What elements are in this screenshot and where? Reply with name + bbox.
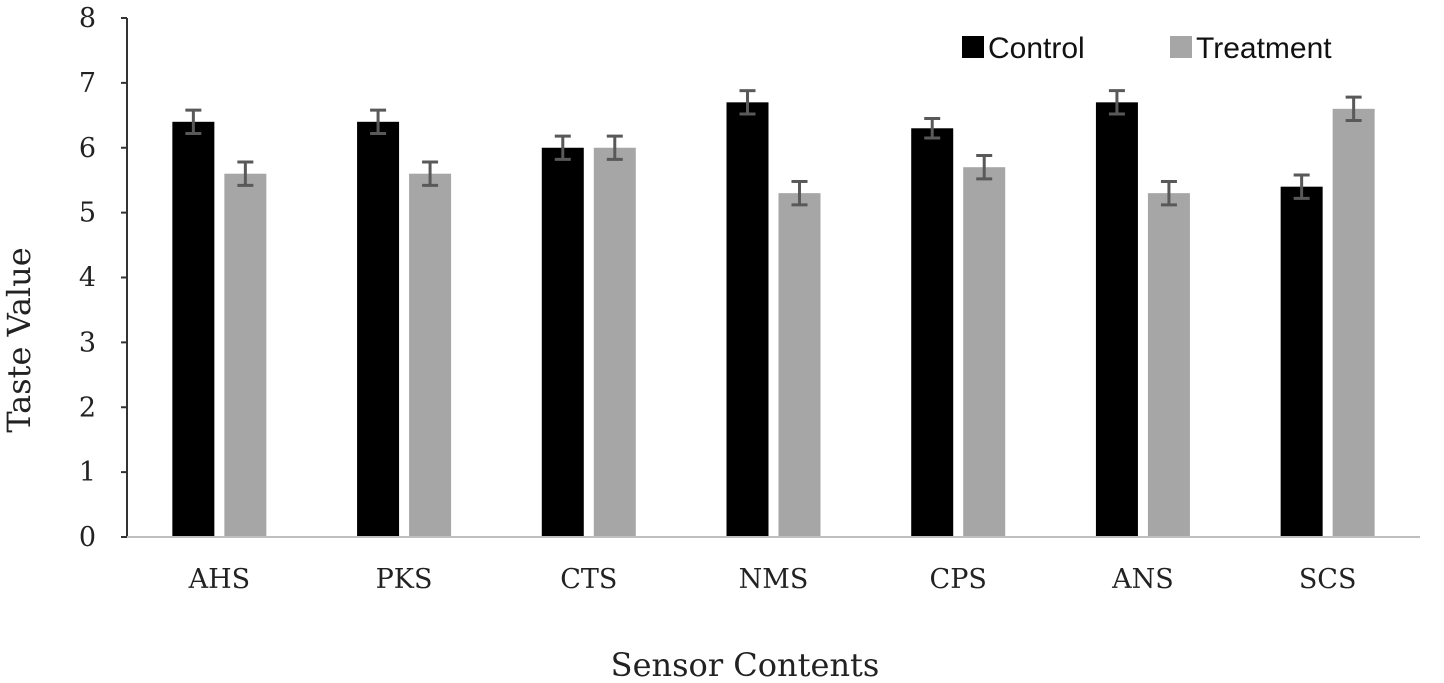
error-bar (237, 160, 254, 187)
x-tick-label: AHS (188, 564, 251, 595)
bar-control-ahs (172, 121, 215, 538)
y-tick-label: 7 (79, 68, 96, 99)
y-tick-label: 5 (79, 198, 96, 229)
error-bar (791, 179, 808, 207)
y-tick-label: 3 (79, 327, 96, 358)
error-bar (185, 108, 202, 135)
x-tick-label: NMS (739, 564, 809, 595)
error-bars-group (185, 89, 1362, 207)
bar-control-scs (1280, 186, 1323, 538)
bar-control-ans (1095, 102, 1138, 538)
y-tick-label: 2 (79, 392, 96, 423)
bar-treatment-cts (593, 147, 636, 537)
bar-control-cts (541, 147, 584, 537)
y-tick-label: 6 (79, 133, 96, 164)
bar-control-pks (357, 121, 400, 538)
error-bar (1345, 95, 1362, 123)
error-bar (1108, 89, 1125, 116)
bar-treatment-cps (963, 167, 1006, 537)
bar-control-nms (726, 102, 769, 538)
bar-treatment-ans (1147, 193, 1190, 537)
error-bar (739, 89, 756, 116)
bar-treatment-nms (778, 193, 821, 537)
y-tick-label: 1 (79, 457, 96, 488)
bars-group (172, 102, 1375, 538)
error-bar (976, 154, 993, 181)
bar-treatment-ahs (224, 173, 267, 537)
bar-control-cps (911, 128, 954, 537)
error-bar (554, 134, 571, 161)
legend: Control Treatment (962, 32, 1332, 65)
y-tick-label: 4 (79, 263, 96, 294)
y-axis-title: Taste Value (0, 247, 38, 432)
x-tick-label: ANS (1111, 564, 1174, 595)
axes-group (126, 18, 1420, 538)
error-bar (606, 134, 623, 161)
x-tick-label: SCS (1299, 564, 1357, 595)
x-axis-title: Sensor Contents (611, 646, 880, 683)
x-ticks-group: AHS PKS CTS NMS CPS ANS SCS (188, 564, 1357, 595)
legend-swatch-treatment (1170, 36, 1192, 58)
error-bar (924, 117, 941, 140)
error-bar (1160, 179, 1177, 207)
error-bar (422, 160, 439, 187)
y-tick-label: 8 (79, 3, 96, 34)
legend-label-treatment: Treatment (1196, 32, 1332, 65)
x-tick-label: CPS (930, 564, 987, 595)
legend-swatch-control (962, 36, 984, 58)
y-ticks-group: 0 1 2 3 4 5 6 7 8 (79, 3, 127, 553)
bar-treatment-scs (1332, 108, 1375, 537)
legend-label-control: Control (988, 32, 1085, 65)
error-bar (370, 108, 387, 135)
x-tick-label: PKS (376, 564, 433, 595)
x-tick-label: CTS (560, 564, 617, 595)
bar-treatment-pks (409, 173, 452, 537)
y-tick-label: 0 (79, 522, 96, 553)
error-bar (1293, 173, 1310, 200)
